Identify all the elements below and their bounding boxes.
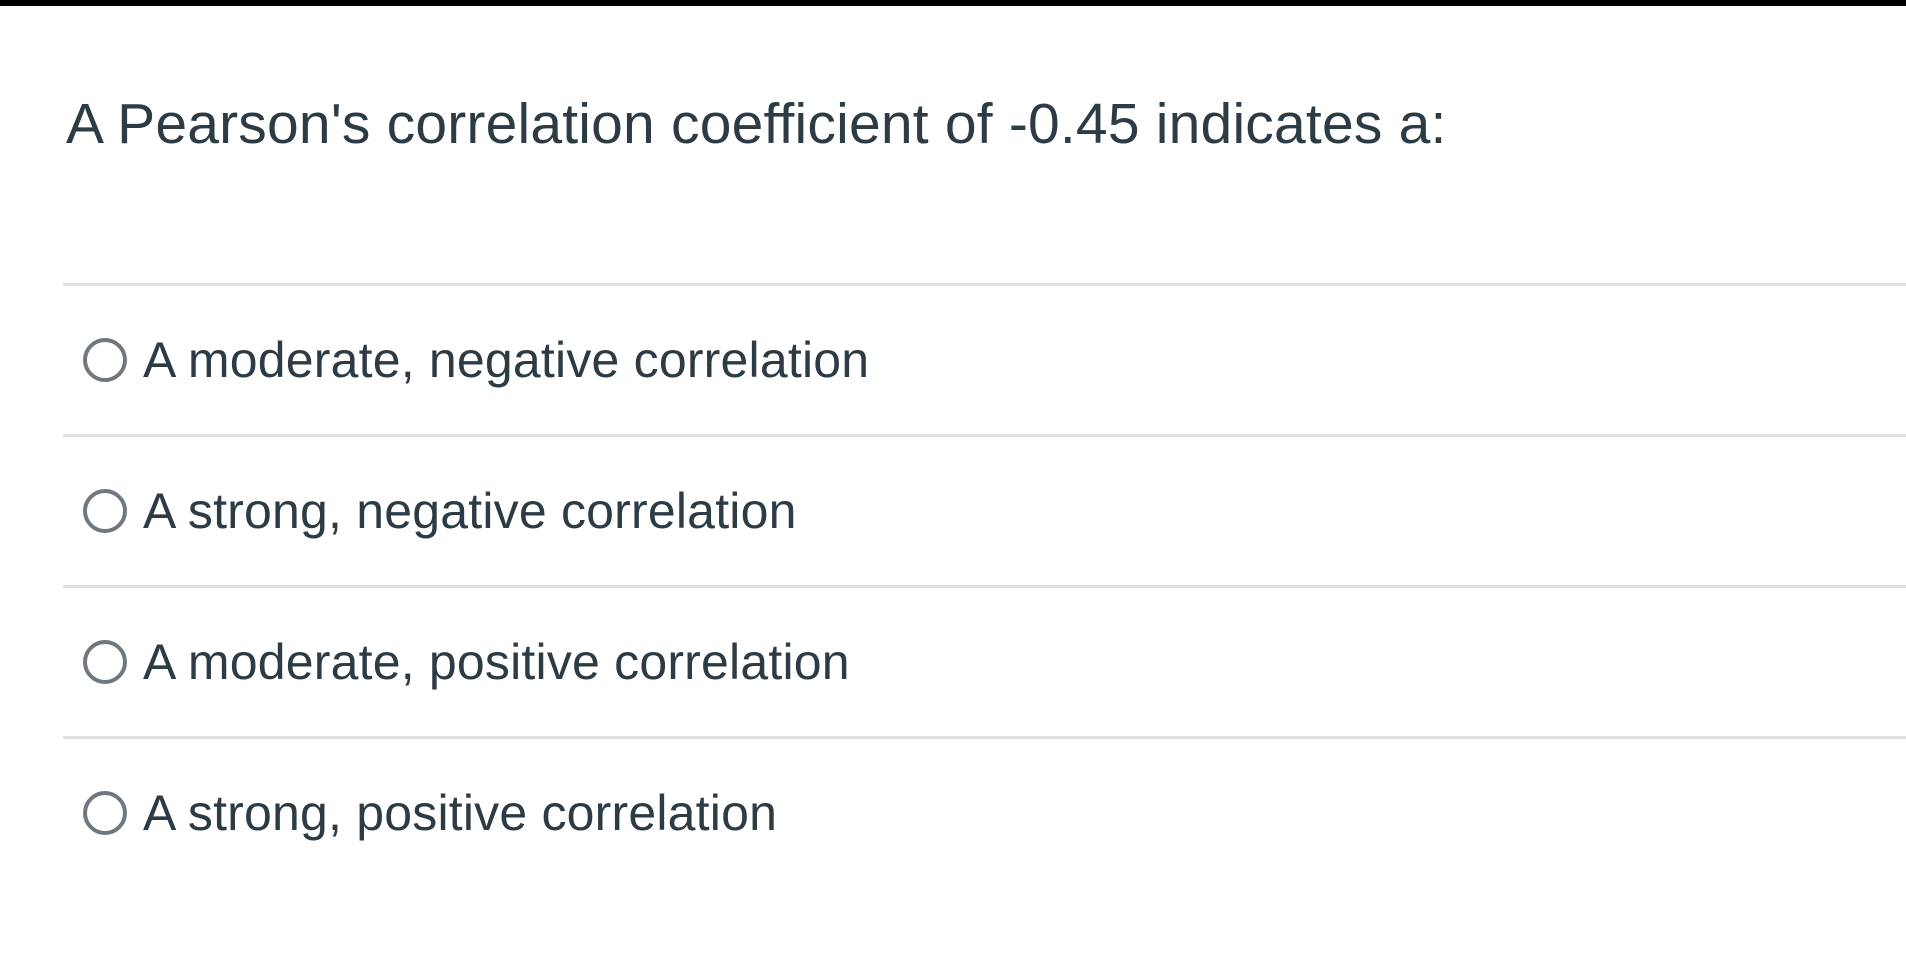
answer-option-label: A moderate, negative correlation: [143, 332, 870, 389]
radio-button-icon[interactable]: [83, 791, 127, 836]
quiz-question-panel: A Pearson's correlation coefficient of -…: [0, 6, 1906, 887]
answer-option-2[interactable]: A strong, negative correlation: [63, 434, 1906, 585]
answer-option-label: A moderate, positive correlation: [143, 634, 850, 691]
question-text: A Pearson's correlation coefficient of -…: [66, 92, 1447, 156]
radio-button-icon[interactable]: [83, 338, 127, 383]
answer-option-1[interactable]: A moderate, negative correlation: [63, 283, 1906, 434]
answer-option-3[interactable]: A moderate, positive correlation: [63, 585, 1906, 736]
answer-option-4[interactable]: A strong, positive correlation: [63, 736, 1906, 887]
top-bar: [0, 0, 1906, 6]
answer-option-label: A strong, positive correlation: [143, 785, 778, 842]
answer-options-list: A moderate, negative correlation A stron…: [0, 283, 1906, 887]
answer-option-label: A strong, negative correlation: [143, 483, 797, 540]
radio-button-icon[interactable]: [83, 640, 127, 685]
radio-button-icon[interactable]: [83, 489, 127, 534]
